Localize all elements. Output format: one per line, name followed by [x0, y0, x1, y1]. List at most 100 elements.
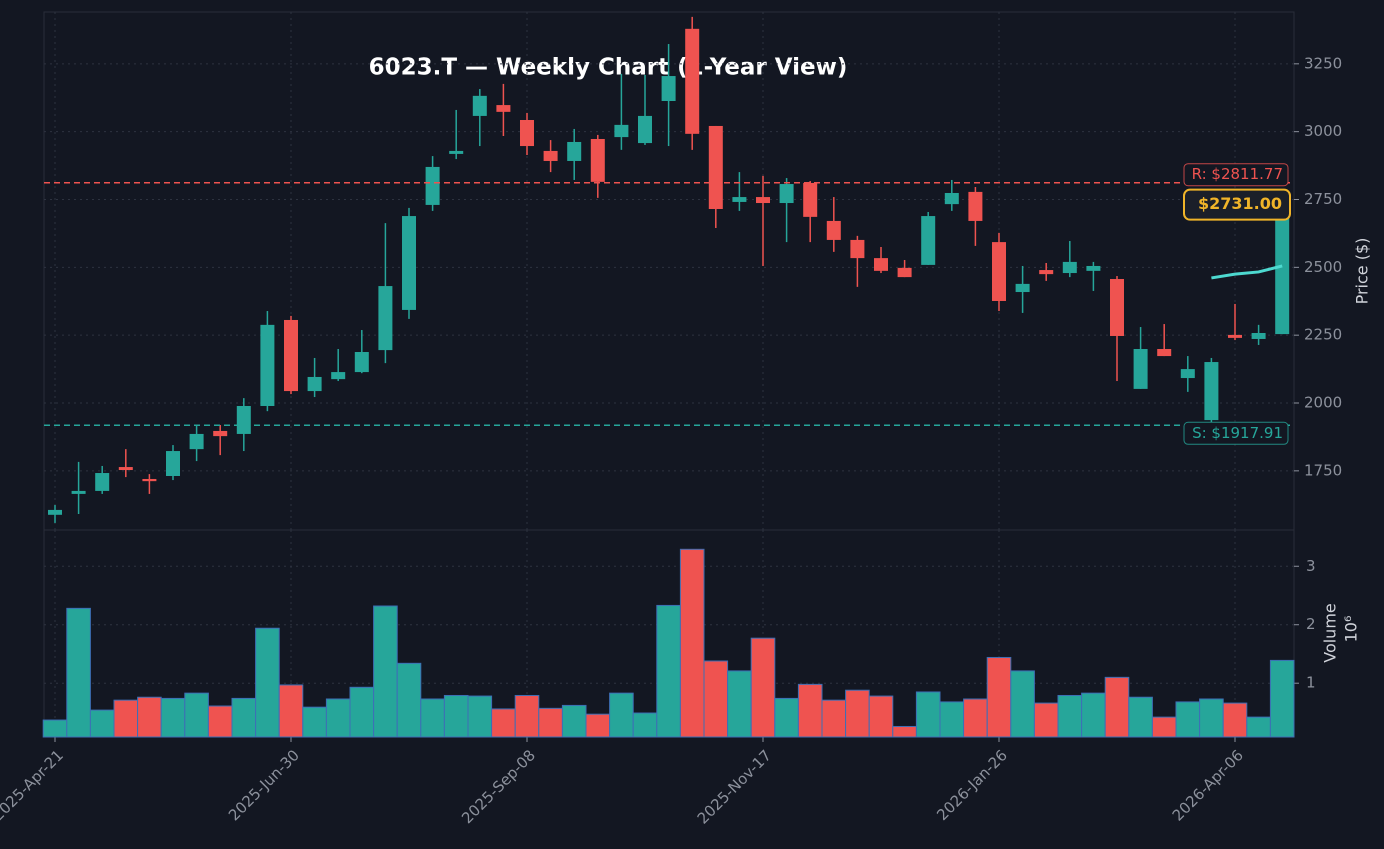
volume-bar — [845, 689, 870, 738]
candle-body — [213, 430, 228, 437]
volume-bar — [892, 725, 917, 738]
y-tick-label: 2250 — [1304, 326, 1342, 344]
candle-body — [307, 376, 322, 392]
volume-bar — [1222, 702, 1248, 738]
candle-body — [779, 184, 794, 204]
y-tick-label: 2000 — [1304, 394, 1342, 412]
y-tick-label: 1750 — [1304, 461, 1342, 479]
candle-body — [1110, 279, 1124, 336]
candle-body — [354, 351, 369, 373]
candle-body — [449, 150, 464, 154]
volume-bar — [821, 699, 847, 738]
volume-bar — [420, 698, 445, 738]
volume-bar — [184, 692, 209, 738]
volume-bar — [963, 698, 988, 738]
candle-body — [402, 216, 416, 310]
candle-body — [685, 28, 700, 134]
candle-body — [189, 433, 204, 450]
volume-bar — [1128, 696, 1153, 738]
candle-body — [826, 220, 841, 240]
candle-body — [1133, 349, 1148, 389]
y-tick-label: 3250 — [1304, 54, 1342, 72]
volume-bar — [609, 692, 634, 738]
volume-bar — [491, 708, 516, 738]
candle-body — [1228, 334, 1242, 338]
support-label-box — [1183, 421, 1289, 445]
volume-bar — [797, 683, 823, 738]
resistance-label: R: $2811.77 — [1192, 165, 1283, 183]
volume-bar — [160, 697, 186, 738]
candle-body — [1204, 362, 1219, 421]
candle-body — [1086, 265, 1101, 271]
candle-body — [1062, 261, 1077, 274]
candle-body — [614, 124, 629, 138]
volume-bar — [42, 719, 68, 738]
volume-bar — [255, 627, 280, 738]
volume-bar — [703, 660, 729, 738]
volume-bar — [750, 637, 776, 738]
y-axis-label: Price ($) — [1353, 238, 1372, 305]
volume-bar — [1033, 702, 1059, 738]
volume-bar — [467, 695, 493, 738]
y-tick-label: 2750 — [1304, 190, 1342, 208]
volume-bar — [349, 686, 375, 738]
volume-tick-label: 2 — [1306, 615, 1316, 633]
last-price-label: $2731.00 — [1198, 194, 1282, 213]
volume-bar — [207, 705, 233, 738]
candle-body — [732, 197, 747, 202]
candle-body — [1157, 349, 1172, 357]
candle-body — [472, 95, 487, 116]
volume-tick-label: 1 — [1306, 674, 1316, 692]
volume-bar — [66, 607, 91, 738]
candle-body — [968, 191, 983, 221]
candle-body — [874, 258, 888, 271]
candle-body — [803, 182, 818, 217]
moving-average — [1211, 264, 1283, 280]
candle-body — [921, 216, 936, 265]
candle-body — [543, 150, 558, 161]
candle-body — [284, 319, 298, 392]
candle-body — [331, 372, 346, 380]
volume-bar — [325, 698, 351, 738]
volume-bar — [986, 656, 1012, 738]
resistance-label-box — [1183, 163, 1289, 187]
volume-bar — [1104, 676, 1130, 738]
volume-bar — [585, 713, 611, 738]
volume-bar — [1151, 716, 1177, 738]
volume-bar — [868, 695, 894, 738]
volume-bar — [1057, 694, 1083, 738]
candle-body — [378, 286, 393, 351]
volume-bar — [302, 706, 327, 738]
volume-bar — [1269, 659, 1295, 738]
candle-body — [118, 467, 133, 471]
y-tick-label: 3000 — [1304, 122, 1342, 140]
volume-bar — [89, 709, 115, 738]
candle-body — [1180, 369, 1195, 379]
volume-bar — [113, 699, 139, 738]
volume-bar — [1081, 692, 1106, 738]
volume-bar — [679, 548, 705, 738]
candle-body — [71, 490, 86, 494]
volume-bar — [632, 712, 658, 738]
volume-bar — [278, 684, 304, 738]
volume-bar — [774, 697, 799, 738]
volume-offset-label: 10⁶ — [1342, 616, 1361, 643]
volume-bar — [396, 662, 422, 738]
candle-body — [756, 197, 770, 204]
volume-bar — [915, 691, 941, 738]
candle-body — [48, 509, 62, 515]
last-price-box — [1183, 188, 1291, 221]
volume-bar — [1010, 670, 1035, 738]
candle-body — [1275, 204, 1290, 335]
candle-body — [142, 478, 157, 482]
candle-body — [520, 119, 534, 147]
candle-body — [638, 115, 652, 144]
candle-body — [425, 166, 440, 205]
candle-body — [567, 141, 582, 161]
volume-bar — [231, 697, 257, 738]
volume-bar — [1199, 698, 1224, 738]
candle-body — [897, 267, 912, 278]
volume-tick-label: 3 — [1306, 557, 1316, 575]
